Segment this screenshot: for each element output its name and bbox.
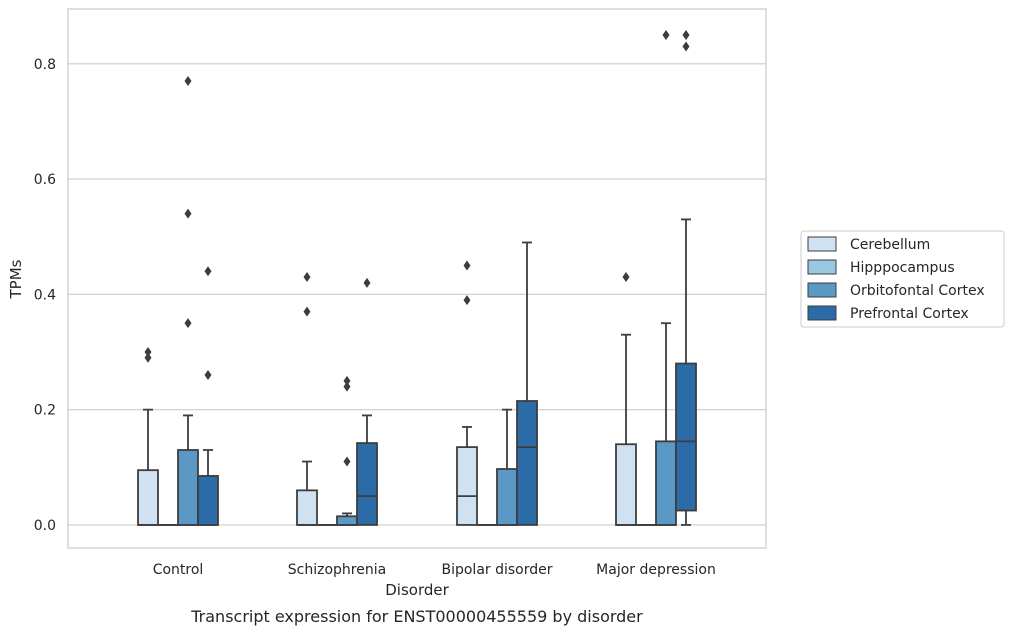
x-axis-label: Disorder [385, 581, 449, 599]
outlier-point [343, 375, 351, 386]
legend-frame [800, 230, 1005, 328]
box-orbitofontal-cortex [655, 29, 677, 526]
x-tick-label: Control [153, 562, 204, 578]
y-tick-label: 0.4 [34, 287, 56, 303]
legend: Cerebellum Hipppocampus Orbitofontal Corte… [800, 230, 1005, 328]
y-tick-label: 0.8 [34, 57, 56, 73]
legend-label: Prefrontal Cortex [850, 306, 969, 322]
y-tick-label: 0.2 [34, 403, 56, 419]
box-orbitofontal-cortex [336, 375, 358, 526]
y-tick-label: 0.0 [34, 518, 56, 534]
box-iqr [456, 446, 478, 526]
y-tick-labels: 0.0 0.2 0.4 0.6 0.8 [34, 57, 56, 534]
box-iqr [336, 515, 358, 526]
outlier-point [363, 277, 371, 288]
outlier-point [343, 456, 351, 467]
legend-swatch [807, 259, 837, 275]
y-axis-label: TPMs [7, 259, 25, 299]
box-cerebellum [615, 272, 637, 526]
box-prefrontal-cortex [356, 277, 378, 526]
x-tick-label: Bipolar disorder [441, 562, 552, 578]
x-tick-label: Schizophrenia [288, 562, 386, 578]
box-orbitofontal-cortex [496, 408, 518, 526]
outlier-point [343, 381, 351, 392]
plot-frame [67, 8, 767, 549]
outlier-point [184, 208, 192, 219]
box-prefrontal-cortex [675, 29, 697, 526]
x-tick-label: Major depression [596, 562, 716, 578]
box-prefrontal-cortex [516, 241, 538, 526]
legend-swatch [807, 305, 837, 321]
legend-swatch [807, 282, 837, 298]
x-tick-labels: Control Schizophrenia Bipolar disorder Majo… [153, 562, 716, 578]
outlier-point [204, 266, 212, 277]
box-iqr [177, 449, 199, 526]
box-cerebellum [296, 272, 318, 526]
outlier-point [184, 318, 192, 329]
box-layer [137, 29, 697, 526]
box-iqr [496, 468, 518, 526]
legend-label: Orbitofontal Cortex [850, 283, 985, 299]
outlier-point [682, 29, 690, 40]
box-iqr [296, 489, 318, 526]
box-iqr [655, 440, 677, 526]
outlier-point [303, 272, 311, 283]
outlier-point [463, 260, 471, 271]
box-iqr [356, 442, 378, 526]
outlier-point [204, 370, 212, 381]
outlier-point [303, 306, 311, 317]
outlier-point [662, 29, 670, 40]
outlier-point [184, 76, 192, 87]
box-iqr [675, 362, 697, 512]
legend-swatch [807, 236, 837, 252]
legend-label: Cerebellum [850, 237, 930, 253]
outlier-point [144, 352, 152, 363]
box-iqr [197, 475, 219, 526]
box-cerebellum [137, 347, 159, 526]
legend-label: Hipppocampus [850, 260, 955, 276]
chart-caption: Transcript expression for ENST0000045555… [190, 607, 643, 626]
box-iqr [615, 443, 637, 526]
outlier-point [144, 347, 152, 357]
box-prefrontal-cortex [197, 266, 219, 526]
box-iqr [137, 469, 159, 526]
outlier-point [463, 295, 471, 306]
y-tick-label: 0.6 [34, 172, 56, 188]
box-iqr [516, 400, 538, 526]
box-orbitofontal-cortex [177, 76, 199, 526]
box-cerebellum [456, 260, 478, 526]
legend-items: Cerebellum Hipppocampus Orbitofontal Corte… [807, 236, 985, 322]
outlier-point [682, 41, 690, 52]
outlier-point [622, 272, 630, 283]
